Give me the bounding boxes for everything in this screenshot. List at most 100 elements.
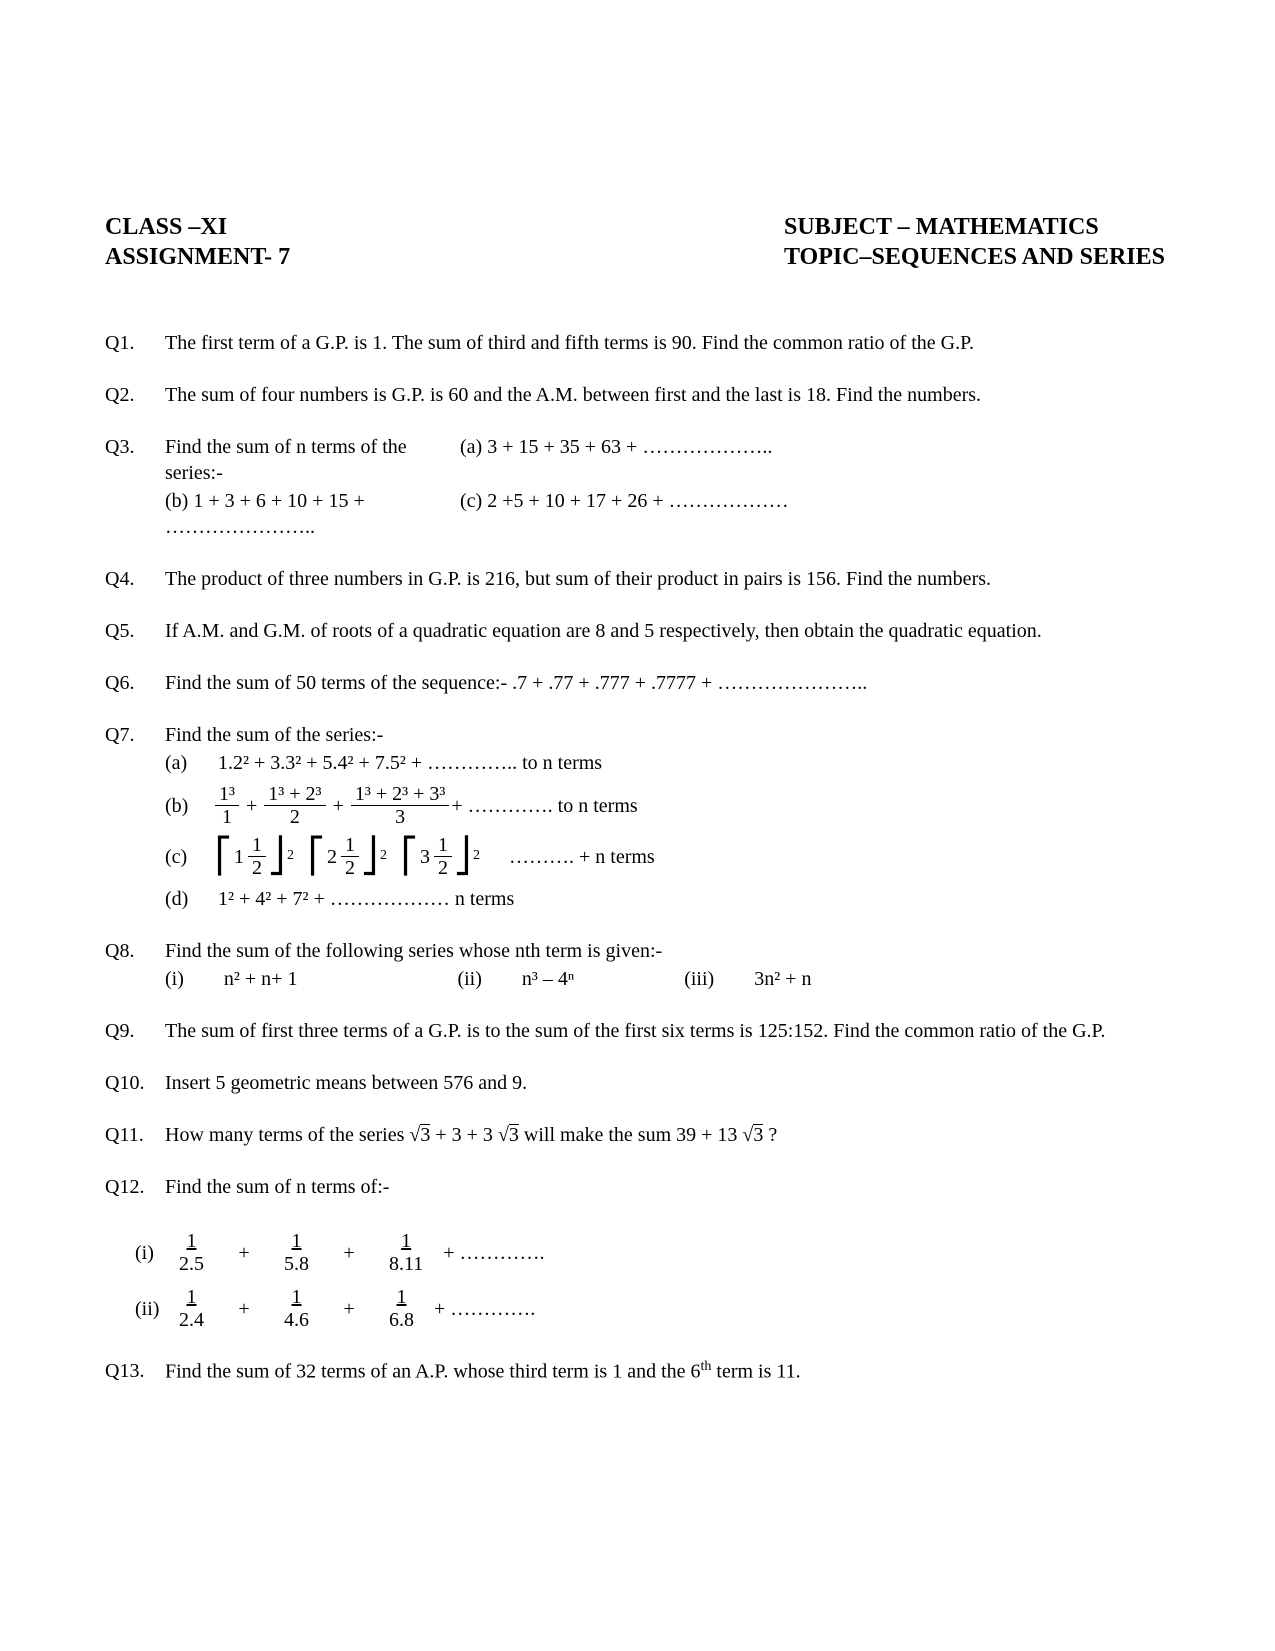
whole: 1 (234, 844, 244, 870)
num: 1 (434, 835, 452, 857)
q-label: Q4. (105, 566, 165, 592)
plus-text: + (309, 1240, 389, 1266)
q12-intro: Find the sum of n terms of:- (165, 1174, 1165, 1200)
q7-intro: Find the sum of the series:- (165, 722, 1165, 748)
mixed-number: 2 1 2 (327, 835, 359, 878)
den: 2 (264, 806, 325, 827)
q-body: Find the sum of 50 terms of the sequence… (165, 670, 1165, 696)
q7-c-tail: ………. + n terms (509, 844, 655, 870)
q8-intro: Find the sum of the following series who… (165, 938, 1165, 964)
den: 2 (248, 857, 266, 878)
q-label: Q9. (105, 1018, 165, 1044)
question-7: Q7. Find the sum of the series:- (a) 1.2… (105, 722, 1165, 912)
sqrt-val: 3 (420, 1124, 430, 1145)
q-body: The sum of first three terms of a G.P. i… (165, 1018, 1165, 1044)
plus-text: + (204, 1240, 284, 1266)
q12-tail: + …………. (443, 1240, 544, 1266)
q-body: Find the sum of n terms of:- (165, 1174, 1165, 1200)
q7-a-text: 1.2² + 3.3² + 5.4² + 7.5² + ………….. to n … (218, 752, 602, 774)
num: 1 (284, 1230, 309, 1253)
q7-d-label: (d) (165, 886, 213, 912)
header-right: SUBJECT – MATHEMATICS TOPIC–SEQUENCES AN… (784, 212, 1165, 272)
q-body: The first term of a G.P. is 1. The sum o… (165, 330, 1165, 356)
q-body: Find the sum of 32 terms of an A.P. whos… (165, 1358, 1165, 1385)
assignment-label: ASSIGNMENT- 7 (105, 242, 290, 272)
question-10: Q10. Insert 5 geometric means between 57… (105, 1070, 1165, 1096)
q7-c-label: (c) (165, 844, 213, 870)
q-label: Q1. (105, 330, 165, 356)
question-2: Q2. The sum of four numbers is G.P. is 6… (105, 382, 1165, 408)
bracket-icon: ⎡ (215, 840, 232, 874)
q12-tail: + …………. (434, 1296, 535, 1322)
whole: 2 (327, 844, 337, 870)
q-body: Find the sum of the series:- (a) 1.2² + … (165, 722, 1165, 912)
plus-text: + (328, 793, 349, 819)
num: 1³ (215, 784, 239, 806)
q-body: Insert 5 geometric means between 576 and… (165, 1070, 1165, 1096)
q3-intro: Find the sum of n terms of the series:- (165, 434, 460, 486)
q8-iii-label: (iii) (684, 968, 714, 990)
fraction-icon: 16.8 (389, 1286, 414, 1332)
num: 1³ + 2³ + 3³ (351, 784, 450, 806)
whole: 3 (420, 844, 430, 870)
fraction-icon: 1 2 (248, 835, 266, 878)
q3-part-c: (c) 2 +5 + 10 + 17 + 26 + ……………… (460, 488, 789, 540)
num: 1 (389, 1230, 423, 1253)
question-5: Q5. If A.M. and G.M. of roots of a quadr… (105, 618, 1165, 644)
fraction-icon: 12.4 (179, 1286, 204, 1332)
q3-part-b: (b) 1 + 3 + 6 + 10 + 15 + ………………….. (165, 488, 460, 540)
header-left: CLASS –XI ASSIGNMENT- 7 (105, 212, 290, 272)
q3-part-a: (a) 3 + 15 + 35 + 63 + ……………….. (460, 434, 772, 486)
q11-tail: ? (768, 1124, 777, 1146)
exponent: 2 (380, 847, 387, 865)
mixed-number: 1 1 2 (234, 835, 266, 878)
fraction-icon: 15.8 (284, 1230, 309, 1276)
q-label: Q6. (105, 670, 165, 696)
q8-ii-label: (ii) (457, 968, 481, 990)
fraction-icon: 1 2 (341, 835, 359, 878)
class-label: CLASS –XI (105, 212, 290, 242)
q-label: Q3. (105, 434, 165, 540)
q-label: Q2. (105, 382, 165, 408)
q-label: Q13. (105, 1358, 165, 1385)
q-body: If A.M. and G.M. of roots of a quadratic… (165, 618, 1165, 644)
q-body: How many terms of the series √3 + 3 + 3 … (165, 1122, 1165, 1148)
bracket-icon: ⎡ (308, 840, 325, 874)
q12-ii-label: (ii) (135, 1296, 179, 1322)
q-body: The product of three numbers in G.P. is … (165, 566, 1165, 592)
den: 4.6 (284, 1309, 309, 1332)
num: 1 (389, 1286, 414, 1309)
question-8: Q8. Find the sum of the following series… (105, 938, 1165, 992)
fraction-icon: 14.6 (284, 1286, 309, 1332)
den: 2.5 (179, 1253, 204, 1276)
sqrt-val: 3 (753, 1124, 763, 1145)
num: 1 (179, 1286, 204, 1309)
sqrt-icon: √ (742, 1124, 753, 1146)
exponent: 2 (287, 847, 294, 865)
fraction-icon: 12.5 (179, 1230, 204, 1276)
fraction-icon: 1³ 1 (215, 784, 239, 827)
num: 1 (284, 1286, 309, 1309)
den: 2 (434, 857, 452, 878)
q8-i-label: (i) (165, 968, 184, 990)
q7-a-label: (a) (165, 750, 213, 776)
den: 5.8 (284, 1253, 309, 1276)
den: 1 (215, 806, 239, 827)
question-4: Q4. The product of three numbers in G.P.… (105, 566, 1165, 592)
bracket-icon: ⎦ (268, 840, 285, 874)
q8-i-text: n² + n+ 1 (224, 968, 298, 990)
question-3: Q3. Find the sum of n terms of the serie… (105, 434, 1165, 540)
q-body: The sum of four numbers is G.P. is 60 an… (165, 382, 1165, 408)
q7-d-text: 1² + 4² + 7² + ……………… n terms (218, 888, 514, 910)
plus-text: + (241, 793, 262, 819)
sqrt-icon: √ (409, 1124, 420, 1146)
fraction-icon: 1³ + 2³ + 3³ 3 (351, 784, 450, 827)
num: 1 (248, 835, 266, 857)
question-13: Q13. Find the sum of 32 terms of an A.P.… (105, 1358, 1165, 1385)
document-header: CLASS –XI ASSIGNMENT- 7 SUBJECT – MATHEM… (105, 212, 1165, 272)
q-label: Q5. (105, 618, 165, 644)
sqrt-val: 3 (509, 1124, 519, 1145)
question-6: Q6. Find the sum of 50 terms of the sequ… (105, 670, 1165, 696)
q11-mid: + 3 + 3 (435, 1124, 493, 1146)
topic-label: TOPIC–SEQUENCES AND SERIES (784, 242, 1165, 272)
